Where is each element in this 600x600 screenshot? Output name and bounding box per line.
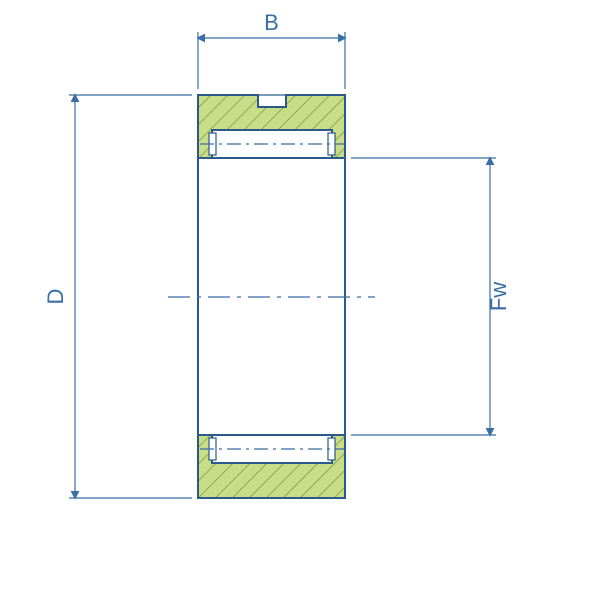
dim-width-label: B xyxy=(264,10,279,35)
dim-outer-diameter-label: D xyxy=(43,289,68,305)
bearing-cross-section-drawing: B D Fw xyxy=(0,0,600,600)
dim-inner-width-label: Fw xyxy=(486,282,511,311)
